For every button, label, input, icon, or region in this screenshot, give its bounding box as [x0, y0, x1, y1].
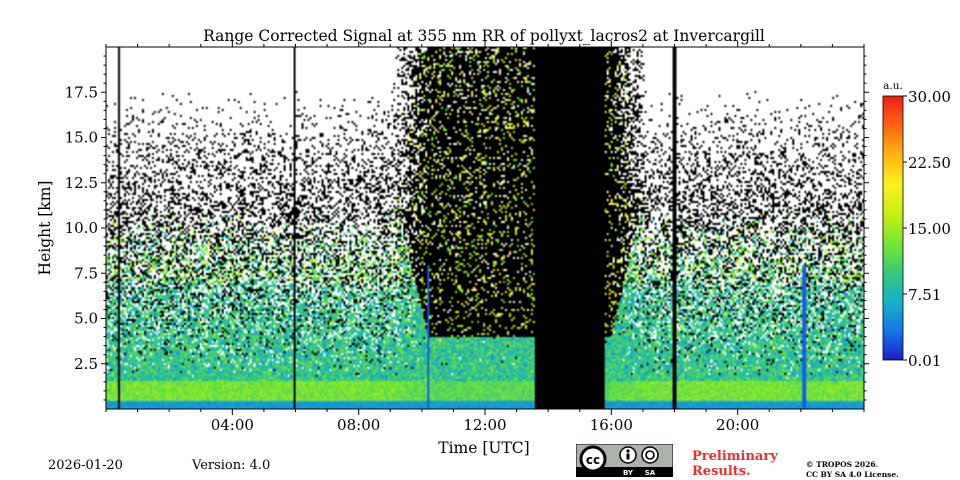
- colorbar: a.u. 30.00 22.50 15.00 7.51 0.01: [882, 80, 951, 370]
- copyright-note: © TROPOS 2026. CC BY SA 4.0 License.: [806, 460, 916, 480]
- y-tick-label: 17.5: [65, 83, 98, 101]
- heatmap-image: [106, 47, 864, 409]
- y-axis-label: Height [km]: [36, 181, 54, 276]
- y-axis: 2.5 5.0 7.5 10.0 12.5 15.0 17.5: [65, 55, 869, 401]
- x-tick-label: 04:00: [211, 416, 254, 434]
- y-tick-label: 7.5: [74, 264, 98, 282]
- svg-text:cc: cc: [586, 453, 600, 467]
- preliminary-results-note: Preliminary Results.: [692, 449, 792, 479]
- x-tick-label: 08:00: [337, 416, 380, 434]
- sa-icon: [641, 446, 659, 464]
- x-tick-label: 16:00: [590, 416, 633, 434]
- colorbar-tick-label: 0.01: [908, 352, 941, 370]
- colorbar-tick-label: 30.00: [908, 88, 951, 106]
- y-tick-label: 12.5: [65, 174, 98, 192]
- footer-version: Version: 4.0: [192, 458, 271, 473]
- copyright-line-1: © TROPOS 2026.: [806, 460, 879, 469]
- cc-by-sa-badge: cc BY SA: [576, 444, 673, 477]
- x-axis-label: Time [UTC]: [438, 439, 529, 457]
- cc-icon: [579, 445, 607, 473]
- colorbar-tick-label: 15.00: [908, 220, 951, 238]
- colorbar-tick-label: 22.50: [908, 154, 951, 172]
- y-tick-label: 10.0: [65, 219, 98, 237]
- colorbar-unit: a.u.: [883, 80, 903, 92]
- copyright-line-2: CC BY SA 4.0 License.: [806, 470, 899, 479]
- cc-sa-text: SA: [645, 469, 656, 477]
- preliminary-line-2: Results.: [692, 464, 751, 479]
- plot-area: [105, 46, 865, 410]
- cc-by-text: BY: [623, 469, 634, 477]
- y-tick-label: 2.5: [74, 355, 98, 373]
- y-tick-label: 15.0: [65, 129, 98, 147]
- chart-title: Range Corrected Signal at 355 nm RR of p…: [203, 27, 765, 45]
- y-tick-label: 5.0: [74, 310, 98, 328]
- colorbar-gradient: [882, 95, 904, 361]
- x-axis: 04:00 08:00 12:00 16:00 20:00: [105, 41, 865, 434]
- footer-date: 2026-01-20: [48, 458, 123, 473]
- x-tick-label: 12:00: [463, 416, 506, 434]
- x-tick-label: 20:00: [716, 416, 759, 434]
- colorbar-tick-label: 7.51: [908, 286, 941, 304]
- preliminary-line-1: Preliminary: [692, 449, 778, 464]
